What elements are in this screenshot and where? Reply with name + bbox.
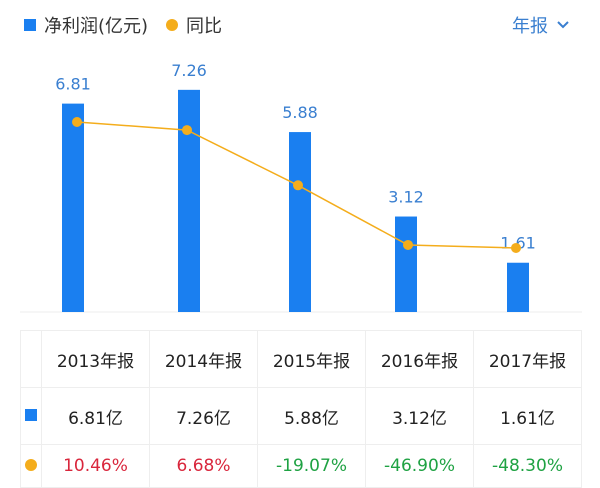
profit-cell: 7.26亿 [149,387,258,445]
table-header-row: 2013年报 2014年报 2015年报 2016年报 2017年报 [20,330,582,388]
yoy-cell: 10.46% [41,444,150,488]
yoy-point [403,239,413,250]
table-row-profit: 6.81亿 7.26亿 5.88亿 3.12亿 1.61亿 [20,387,582,445]
column-header: 2017年报 [473,330,582,388]
bar [395,216,417,312]
column-header: 2016年报 [365,330,474,388]
bar [289,132,311,312]
yoy-point [72,116,82,127]
bar-value-label: 6.81 [55,75,91,94]
bar-legend-label: 净利润(亿元) [44,16,149,37]
bar-legend-swatch [24,19,36,31]
legend: 净利润(亿元) 同比 [24,12,222,38]
data-table: 2013年报 2014年报 2015年报 2016年报 2017年报 6.81亿 7.26… [20,330,582,488]
period-label: 年报 [512,16,548,37]
line-legend-label: 同比 [186,16,223,37]
bar-value-label: 3.12 [388,188,424,207]
bar [178,89,200,313]
bar-series-marker [25,409,37,421]
table-row-yoy: 10.46% 6.68% -19.07% -46.90% -48.30% [20,444,582,488]
period-selector[interactable]: 年报 [512,12,570,38]
column-header: 2013年报 [41,330,150,388]
yoy-cell: -19.07% [257,444,366,488]
bar-value-label: 7.26 [171,61,207,80]
profit-cell: 1.61亿 [473,387,582,445]
yoy-cell: -46.90% [365,444,474,488]
yoy-point [293,180,303,191]
column-header: 2014年报 [149,330,258,388]
line-series-marker [25,459,37,471]
yoy-point [182,125,192,136]
column-header: 2015年报 [257,330,366,388]
yoy-cell: 6.68% [149,444,258,488]
bar-value-label: 5.88 [282,103,318,122]
bar [507,262,529,312]
profit-cell: 6.81亿 [41,387,150,445]
bar [62,103,84,312]
profit-cell: 5.88亿 [257,387,366,445]
profit-cell: 3.12亿 [365,387,474,445]
yoy-point [511,242,521,253]
line-legend-swatch [166,19,179,31]
yoy-cell: -48.30% [473,444,582,488]
chart: 6.817.265.883.121.61 [20,61,582,313]
chevron-down-icon [557,21,569,29]
